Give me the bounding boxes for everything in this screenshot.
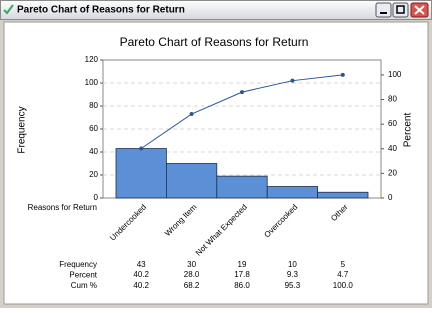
table-cum-percent: 68.2 (184, 281, 200, 290)
bar (115, 148, 167, 199)
x-axis-label: Reasons for Return (28, 203, 97, 212)
y-tick-label: 60 (89, 124, 98, 133)
y-tick-label: 120 (85, 55, 99, 64)
chart-title: Pareto Chart of Reasons for Return (120, 35, 309, 49)
bar (317, 191, 369, 199)
maximize-icon (396, 5, 405, 14)
table-frequency: 5 (341, 260, 346, 269)
y-axis-label: Frequency (17, 106, 28, 153)
y2-tick-label: 40 (388, 144, 397, 153)
cum-point (139, 146, 144, 151)
table-row-label: Percent (69, 271, 97, 280)
cum-point (290, 78, 295, 83)
window-title: Pareto Chart of Reasons for Return (17, 5, 185, 16)
y2-axis-label: Percent (403, 113, 414, 148)
y2-tick-label: 60 (388, 119, 397, 128)
y-tick-label: 80 (89, 101, 98, 110)
table-cum-percent: 86.0 (234, 281, 250, 290)
table-frequency: 43 (137, 260, 146, 269)
table-cum-percent: 40.2 (133, 281, 149, 290)
y-tick-label: 0 (94, 193, 99, 202)
table-frequency: 10 (288, 260, 297, 269)
table-cum-percent: 100.0 (333, 281, 354, 290)
table-percent: 17.8 (234, 270, 250, 279)
table-frequency: 19 (238, 260, 247, 269)
app-icon (3, 4, 14, 15)
table-row-label: Frequency (59, 260, 97, 269)
y-tick-label: 100 (85, 78, 99, 87)
maximize-button[interactable] (392, 2, 409, 18)
bar (216, 175, 268, 199)
close-icon (414, 5, 425, 15)
y-tick-label: 40 (89, 147, 98, 156)
cum-point (189, 112, 194, 117)
table-percent: 40.2 (133, 270, 149, 279)
minimize-button[interactable] (375, 2, 392, 18)
bar (165, 163, 218, 199)
table-row-label: Cum % (71, 281, 97, 290)
y-tick-label: 20 (89, 170, 98, 179)
cum-point (240, 90, 244, 95)
table-frequency: 30 (187, 260, 196, 269)
y2-tick-label: 0 (388, 193, 393, 202)
table-cum-percent: 95.3 (285, 281, 301, 290)
cum-point (340, 72, 345, 77)
table-percent: 4.7 (337, 270, 349, 279)
table-percent: 28.0 (184, 270, 200, 279)
y2-tick-label: 20 (388, 168, 397, 177)
window-controls[interactable] (375, 2, 429, 18)
bar (266, 186, 319, 199)
y2-tick-label: 100 (388, 70, 402, 79)
table-percent: 9.3 (287, 270, 299, 279)
y2-tick-label: 80 (388, 95, 397, 104)
